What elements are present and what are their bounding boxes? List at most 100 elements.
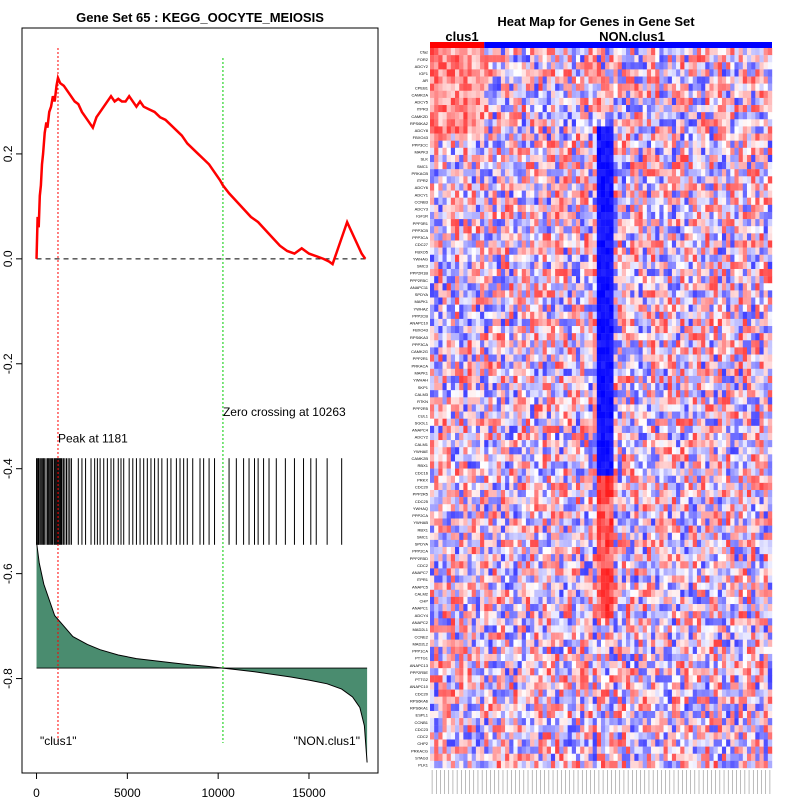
heatmap-cell — [505, 347, 510, 355]
heatmap-cell — [471, 326, 477, 334]
heatmap-cell — [563, 169, 568, 177]
heatmap-cell — [550, 333, 556, 341]
heatmap-cell — [450, 290, 456, 298]
heatmap-cell — [492, 375, 497, 384]
heatmap-cell — [546, 383, 552, 391]
heatmap-cell — [571, 411, 577, 419]
heatmap-cell — [738, 268, 744, 277]
row-label: CHP2 — [417, 741, 428, 746]
heatmap-cell — [751, 197, 756, 206]
heatmap-cell — [713, 440, 718, 448]
heatmap-cell — [521, 361, 527, 369]
heatmap-cell — [459, 133, 464, 141]
heatmap-cell — [713, 326, 718, 334]
heatmap-cell — [575, 55, 581, 63]
heatmap-cell — [530, 83, 535, 91]
heatmap-cell — [475, 326, 481, 334]
heatmap-cell — [467, 276, 472, 284]
heatmap-cell — [713, 140, 718, 149]
heatmap-cell — [442, 190, 447, 198]
heatmap-cell — [542, 247, 547, 255]
heatmap-cell — [530, 447, 535, 455]
row-label: RTKN — [417, 399, 428, 404]
heatmap-cell — [676, 290, 681, 298]
heatmap-cell — [692, 190, 698, 198]
heatmap-cell — [488, 411, 493, 419]
heatmap-cell — [450, 247, 456, 255]
heatmap-cell — [459, 233, 464, 241]
heatmap-cell — [671, 62, 677, 70]
heatmap-cell — [717, 69, 723, 77]
heatmap-cell — [505, 383, 510, 391]
heatmap-cell — [509, 112, 514, 120]
heatmap-cell — [721, 147, 727, 156]
heatmap-cell — [705, 48, 710, 56]
heatmap-cell — [751, 318, 756, 327]
heatmap-cell — [663, 140, 668, 149]
heatmap-cell — [542, 48, 547, 56]
heatmap-cell — [767, 162, 773, 170]
heatmap-cell — [688, 290, 693, 298]
heatmap-cell — [430, 340, 435, 348]
heatmap-cell — [521, 219, 527, 227]
heatmap-cell — [484, 311, 489, 320]
heatmap-cell — [680, 240, 685, 248]
heatmap-cell — [730, 297, 735, 305]
heatmap-cell — [488, 432, 493, 441]
heatmap-cell — [684, 411, 689, 419]
heatmap-cell — [442, 318, 447, 327]
heatmap-cell — [450, 204, 456, 213]
heatmap-cell — [471, 247, 477, 255]
heatmap-cell — [626, 204, 631, 213]
heatmap-cell — [605, 276, 610, 284]
heatmap-cell — [475, 261, 481, 270]
heatmap-cell — [671, 333, 677, 341]
heatmap-cell — [721, 133, 727, 141]
heatmap-cell — [726, 375, 731, 384]
heatmap-cell — [651, 326, 656, 334]
heatmap-cell — [713, 190, 718, 198]
heatmap-cell — [521, 340, 527, 348]
heatmap-cell — [667, 190, 673, 198]
heatmap-cell — [571, 204, 577, 213]
heatmap-cell — [671, 169, 677, 177]
heatmap-cell — [480, 55, 485, 63]
heatmap-cell — [521, 311, 527, 320]
heatmap-cell — [730, 247, 735, 255]
heatmap-cell — [726, 354, 731, 362]
heatmap-cell — [505, 48, 510, 56]
heatmap-cell — [626, 247, 631, 255]
heatmap-cell — [746, 447, 752, 455]
heatmap-cell — [709, 190, 714, 198]
heatmap-cell — [726, 69, 731, 77]
heatmap-cell — [759, 297, 764, 305]
heatmap-cell — [446, 112, 452, 120]
heatmap-cell — [705, 368, 710, 377]
heatmap-cell — [746, 397, 752, 405]
heatmap-cell — [605, 226, 610, 234]
heatmap-cell — [676, 375, 681, 384]
heatmap-cell — [484, 425, 489, 434]
heatmap-cell — [721, 254, 727, 263]
heatmap-cell — [538, 190, 543, 198]
heatmap-cell — [513, 133, 518, 141]
heatmap-cell — [446, 97, 452, 106]
heatmap-cell — [709, 425, 714, 434]
heatmap-cell — [588, 133, 593, 141]
heatmap-cell — [438, 311, 443, 320]
heatmap-cell — [546, 62, 552, 70]
heatmap-cell — [484, 347, 489, 355]
heatmap-cell — [688, 368, 693, 377]
heatmap-cell — [438, 69, 443, 77]
heatmap-cell — [550, 304, 556, 312]
heatmap-cell — [721, 290, 727, 298]
heatmap-cell — [563, 133, 568, 141]
heatmap-cell — [676, 254, 681, 263]
heatmap-cell — [517, 304, 522, 312]
heatmap-cell — [609, 283, 614, 291]
heatmap-cell — [442, 268, 447, 277]
heatmap-cell — [630, 247, 635, 255]
heatmap-cell — [721, 390, 727, 398]
heatmap-cell — [613, 304, 618, 312]
heatmap-cell — [530, 411, 535, 419]
